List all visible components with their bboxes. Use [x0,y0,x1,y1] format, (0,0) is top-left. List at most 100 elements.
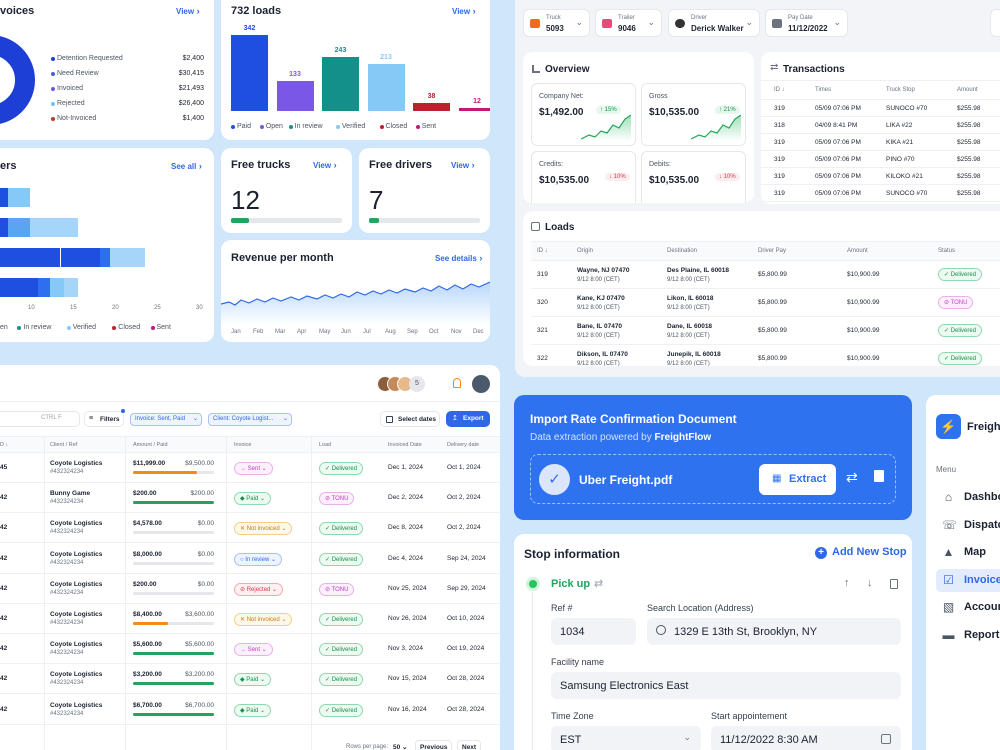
select-dates-button[interactable]: Select dates [380,411,440,427]
swap-icon[interactable]: ⇄ [846,469,858,485]
sidebar-item-dashbo[interactable]: ⌂ Dashbo [926,488,1000,508]
column-header[interactable]: Client / Ref [50,442,78,448]
column-header[interactable]: ID ↓ [774,87,785,93]
column-header[interactable]: Invoiced Date [388,442,422,448]
column-header[interactable]: Load [319,442,332,448]
table-row[interactable]: 321 Bane, IL 07470 9/12 8:00 (CET) Dane, IL… [531,317,1000,345]
search-location-input[interactable]: 1329 E 13th St, Brooklyn, NY [647,618,901,645]
table-row[interactable]: 42 Coyote Logistics #432324234 $4,578.00 $0.… [0,513,500,544]
load-id: 319 [537,271,548,278]
invoice-status-select[interactable]: ◆ Paid ⌄ [234,703,271,717]
table-row[interactable]: 42 Coyote Logistics #432324234 $8,000.00 $0.… [0,544,500,574]
table-row[interactable]: 319 05/09 07:06 PM PINO #70 $255.98 [761,151,1000,168]
column-header[interactable]: Invoice [234,442,252,448]
table-row[interactable]: 319 Wayne, NJ 07470 9/12 8:00 (CET) Des Pla… [531,261,1000,289]
filter-chip[interactable]: Client: Coyote Logist... ⌄ [208,413,292,426]
rows-per-page-select[interactable]: 50 ⌄ [393,744,408,750]
filter-chip[interactable]: Invoice: Sent, Paid ⌄ [130,413,202,426]
sidebar-item-map[interactable]: ▲ Map [926,543,1000,563]
filters-button[interactable]: ≡ Filters [84,411,124,427]
facility-input[interactable]: Samsung Electronics East [551,672,901,699]
column-header[interactable]: Delivery date [447,442,480,448]
destination-time: 9/12 8:00 (CET) [667,305,710,311]
free-trucks-view-link[interactable]: View [313,160,337,170]
table-row[interactable]: 42 Coyote Logistics #432324234 $200.00 $0.00… [0,574,500,604]
table-cell: 04/09 8:41 PM [815,122,858,129]
table-row[interactable]: 42 Coyote Logistics #432324234 $6,700.00 $6,… [0,695,500,725]
column-header[interactable]: Amount / Paid [133,442,168,448]
column-header[interactable]: Driver Pay [758,248,787,254]
column-header[interactable]: ID ↓ [537,248,548,254]
table-row[interactable]: 319 05/09 07:06 PM SUNOCO #70 $255.98 [761,100,1000,117]
timezone-select[interactable]: EST ⌄ [551,726,701,750]
sidebar-item-label: Dispatc [964,518,1000,531]
avatar-count[interactable]: 5 [409,376,425,392]
add-stop-button[interactable]: + Add New Stop [815,546,907,559]
free-trucks-count: 12 [231,185,260,215]
table-row[interactable]: 318 04/09 8:41 PM LIKA #22 $255.98 [761,117,1000,134]
start-appointment-input[interactable]: 11/12/2022 8:30 AM [711,726,901,750]
invoice-status-select[interactable]: → Sent ⌄ [234,462,273,475]
table-row[interactable]: 42 Coyote Logistics #432324234 $8,400.00 $3,… [0,604,500,634]
move-down-icon[interactable]: ↓ [867,577,873,589]
column-header[interactable]: Amount [847,248,868,254]
table-row[interactable]: 42 Coyote Logistics #432324234 $5,600.00 $5,… [0,634,500,665]
free-drivers-view-link[interactable]: View [451,160,475,170]
delete-stop-icon[interactable] [890,579,898,589]
loads-chart-view-link[interactable]: View [452,6,476,16]
column-header[interactable]: Truck Stop [886,87,915,93]
drivers-chart-card: ers See all 10 15 20 25 30 en In review Verifie… [0,148,214,342]
pickup-swap-icon[interactable]: ⇄ [594,578,604,590]
table-row[interactable]: 320 Kane, KJ 07470 9/12 8:00 (CET) Likon, I… [531,289,1000,317]
topbar-extra-button[interactable] [990,9,1000,37]
column-header-id[interactable]: D ↓ [0,442,9,448]
trash-icon[interactable] [874,470,884,482]
invoice-status-select[interactable]: → Sent ⌄ [234,643,273,657]
ref-input[interactable]: 1034 [551,618,636,645]
revenue-see-details-link[interactable]: See details [435,253,482,263]
column-header[interactable]: Destination [667,248,698,254]
load-status-badge: ✓ Delivered [319,673,364,687]
sidebar-item-invoice[interactable]: ☑ Invoice [926,571,1000,591]
sidebar-item-accoun[interactable]: ▧ Accoun [926,598,1000,618]
table-row[interactable]: 42 Coyote Logistics #432324234 $3,200.00 $3,… [0,664,500,695]
next-button[interactable]: Next [457,740,482,750]
invoice-status-select[interactable]: ✕ Not invoiced ⌄ [234,613,293,626]
invoice-status-select[interactable]: ⊘ Rejected ⌄ [234,582,284,596]
sidebar-item-report[interactable]: ▬ Report [926,626,1000,646]
metric-change-badge: ↓ 10% [715,173,740,181]
column-header[interactable]: Origin [577,248,594,254]
table-row[interactable]: 319 05/09 07:06 PM SUNOCO #70 $255.98 [761,185,1000,202]
column-header[interactable]: Amount [957,87,978,93]
drivers-see-all-link[interactable]: See all [171,161,202,171]
sidebar-item-dispatc[interactable]: ☏ Dispatc [926,516,1000,536]
table-row[interactable]: 45 Coyote Logistics #432324234 $11,999.00 $9… [0,453,500,483]
invoice-status-select[interactable]: ◆ Paid ⌄ [234,673,271,687]
table-row[interactable]: 319 05/09 07:06 PM KIKA #21 $255.98 [761,134,1000,151]
column-header[interactable]: Status [938,248,956,254]
topbar-truck-select[interactable]: Truck 5093 ⌄ [523,9,590,37]
table-row[interactable]: 42 Bunny Game #432324234 $200.00 $200.00 ◆ Pa… [0,483,500,514]
import-dropzone[interactable] [530,454,896,504]
topbar-driver-select[interactable]: Driver Derick Walker ⌄ [668,9,760,37]
legend-dot [51,102,55,106]
invoice-status-select[interactable]: ✕ Not invoiced ⌄ [234,522,293,536]
legend-label: Invoiced [57,85,84,92]
user-avatar[interactable] [472,375,490,393]
topbar-trailer-select[interactable]: Trailer 9046 ⌄ [595,9,662,37]
table-row[interactable]: 319 05/09 07:06 PM KILOKO #21 $255.98 [761,168,1000,185]
move-up-icon[interactable]: ↑ [844,577,850,589]
invoice-status-select[interactable]: ○ In review ⌄ [234,552,282,566]
column-header[interactable]: Times [815,87,832,93]
export-button[interactable]: ↥ Export [446,411,490,427]
bell-icon[interactable] [453,378,461,388]
invoices-view-link[interactable]: View [176,6,200,16]
previous-button[interactable]: Previous [415,740,453,750]
search-box[interactable]: CTRL F [0,411,80,427]
table-row[interactable]: 322 Dikson, IL 07470 9/12 8:00 (CET) Junepi… [531,345,1000,366]
invoice-status-select[interactable]: ◆ Paid ⌄ [234,492,271,506]
table-cell: $255.98 [957,190,981,197]
free-drivers-card: Free drivers View 7 [359,148,490,233]
topbar-pay-date-select[interactable]: Pay Date 11/12/2022 ⌄ [765,9,848,37]
extract-button[interactable]: ▦ Extract [759,464,836,495]
